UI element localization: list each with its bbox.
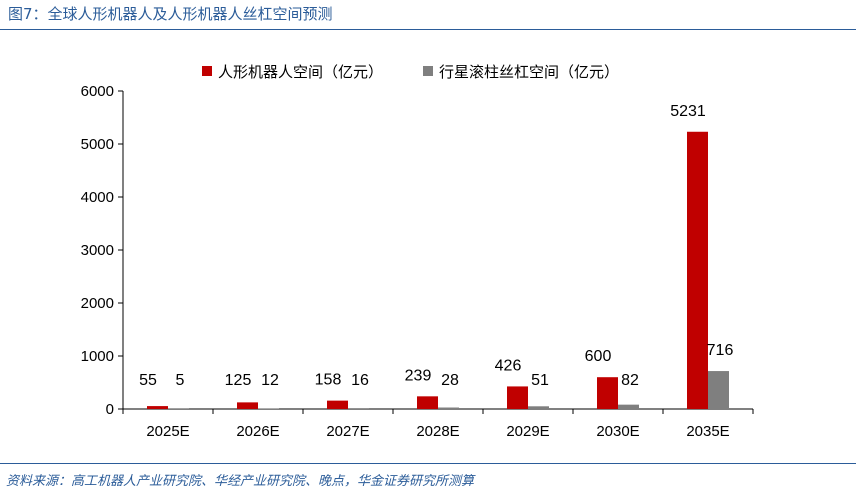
y-tick-label: 4000	[81, 189, 114, 206]
bar-robot-space	[687, 131, 708, 409]
bar-screw-space	[618, 404, 639, 409]
data-label-robot: 5231	[670, 103, 706, 120]
data-label-screw: 28	[441, 372, 459, 389]
figure-source: 资料来源：高工机器人产业研究院、华经产业研究院、晚点，华金证券研究所测算	[6, 474, 475, 489]
data-label-screw: 82	[621, 372, 639, 389]
x-tick-label: 2035E	[686, 423, 729, 440]
bar-robot-space	[327, 400, 348, 409]
bar-screw-space	[708, 371, 729, 409]
y-tick-label: 1000	[81, 348, 114, 365]
bar-screw-space	[528, 406, 549, 409]
data-label-screw: 716	[707, 342, 734, 359]
y-tick-label: 2000	[81, 295, 114, 312]
bar-robot-space	[597, 377, 618, 409]
bar-robot-space	[507, 386, 528, 409]
bar-robot-space	[147, 406, 168, 409]
x-tick-label: 2030E	[596, 423, 639, 440]
y-tick-label: 6000	[81, 83, 114, 100]
y-tick-label: 0	[106, 401, 114, 418]
data-label-screw: 16	[351, 372, 369, 389]
y-tick-label: 5000	[81, 136, 114, 153]
data-label-robot: 125	[225, 372, 252, 389]
data-label-robot: 239	[405, 367, 432, 384]
data-label-screw: 5	[176, 372, 185, 389]
data-label-screw: 51	[531, 372, 549, 389]
x-tick-label: 2025E	[146, 423, 189, 440]
bar-robot-space	[237, 402, 258, 409]
data-label-robot: 600	[585, 348, 612, 365]
bar-robot-space	[417, 396, 438, 409]
legend-swatch-robot	[202, 66, 212, 76]
source-divider	[0, 463, 856, 464]
data-label-robot: 55	[139, 372, 157, 389]
data-label-screw: 12	[261, 372, 279, 389]
bar-screw-space	[348, 408, 369, 409]
figure-title: 图7：全球人形机器人及人形机器人丝杠空间预测	[8, 5, 333, 23]
chart-legend: 人形机器人空间（亿元） 行星滚柱丝杠空间（亿元）	[202, 63, 619, 81]
title-divider	[0, 29, 856, 30]
x-tick-label: 2029E	[506, 423, 549, 440]
data-label-robot: 426	[495, 357, 522, 374]
x-tick-label: 2028E	[416, 423, 459, 440]
x-tick-label: 2026E	[236, 423, 279, 440]
bar-screw-space	[438, 407, 459, 409]
data-label-robot: 158	[315, 372, 342, 389]
legend-label-screw: 行星滚柱丝杠空间（亿元）	[439, 63, 619, 81]
bar-screw-space	[258, 408, 279, 409]
legend-label-robot: 人形机器人空间（亿元）	[218, 63, 383, 81]
legend-swatch-screw	[423, 66, 433, 76]
y-tick-label: 3000	[81, 242, 114, 259]
x-tick-label: 2027E	[326, 423, 369, 440]
